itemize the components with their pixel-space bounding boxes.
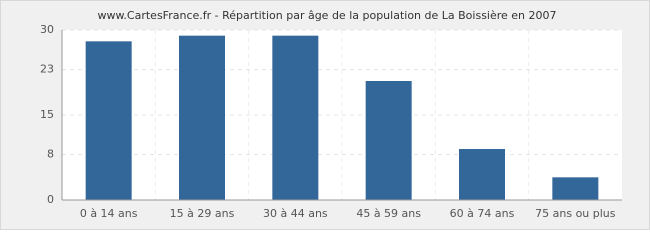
x-tick-label: 45 à 59 ans <box>356 207 421 220</box>
bar <box>552 177 599 200</box>
bar <box>272 35 319 200</box>
x-tick-label: 30 à 44 ans <box>263 207 328 220</box>
x-tick-label: 15 à 29 ans <box>170 207 235 220</box>
y-tick-label: 30 <box>40 23 54 36</box>
x-tick-label: 75 ans ou plus <box>535 207 616 220</box>
y-tick-label: 15 <box>40 108 54 121</box>
bar <box>365 81 412 200</box>
x-tick-label: 0 à 14 ans <box>80 207 138 220</box>
bar <box>179 35 225 200</box>
x-tick-label: 60 à 74 ans <box>450 207 515 220</box>
bar <box>85 41 132 201</box>
y-tick-label: 0 <box>47 193 54 206</box>
y-tick-label: 8 <box>47 148 54 161</box>
bar <box>459 149 505 200</box>
y-tick-label: 23 <box>40 63 54 76</box>
chart: www.CartesFrance.fr - Répartition par âg… <box>0 0 650 230</box>
chart-title: www.CartesFrance.fr - Répartition par âg… <box>97 9 556 22</box>
